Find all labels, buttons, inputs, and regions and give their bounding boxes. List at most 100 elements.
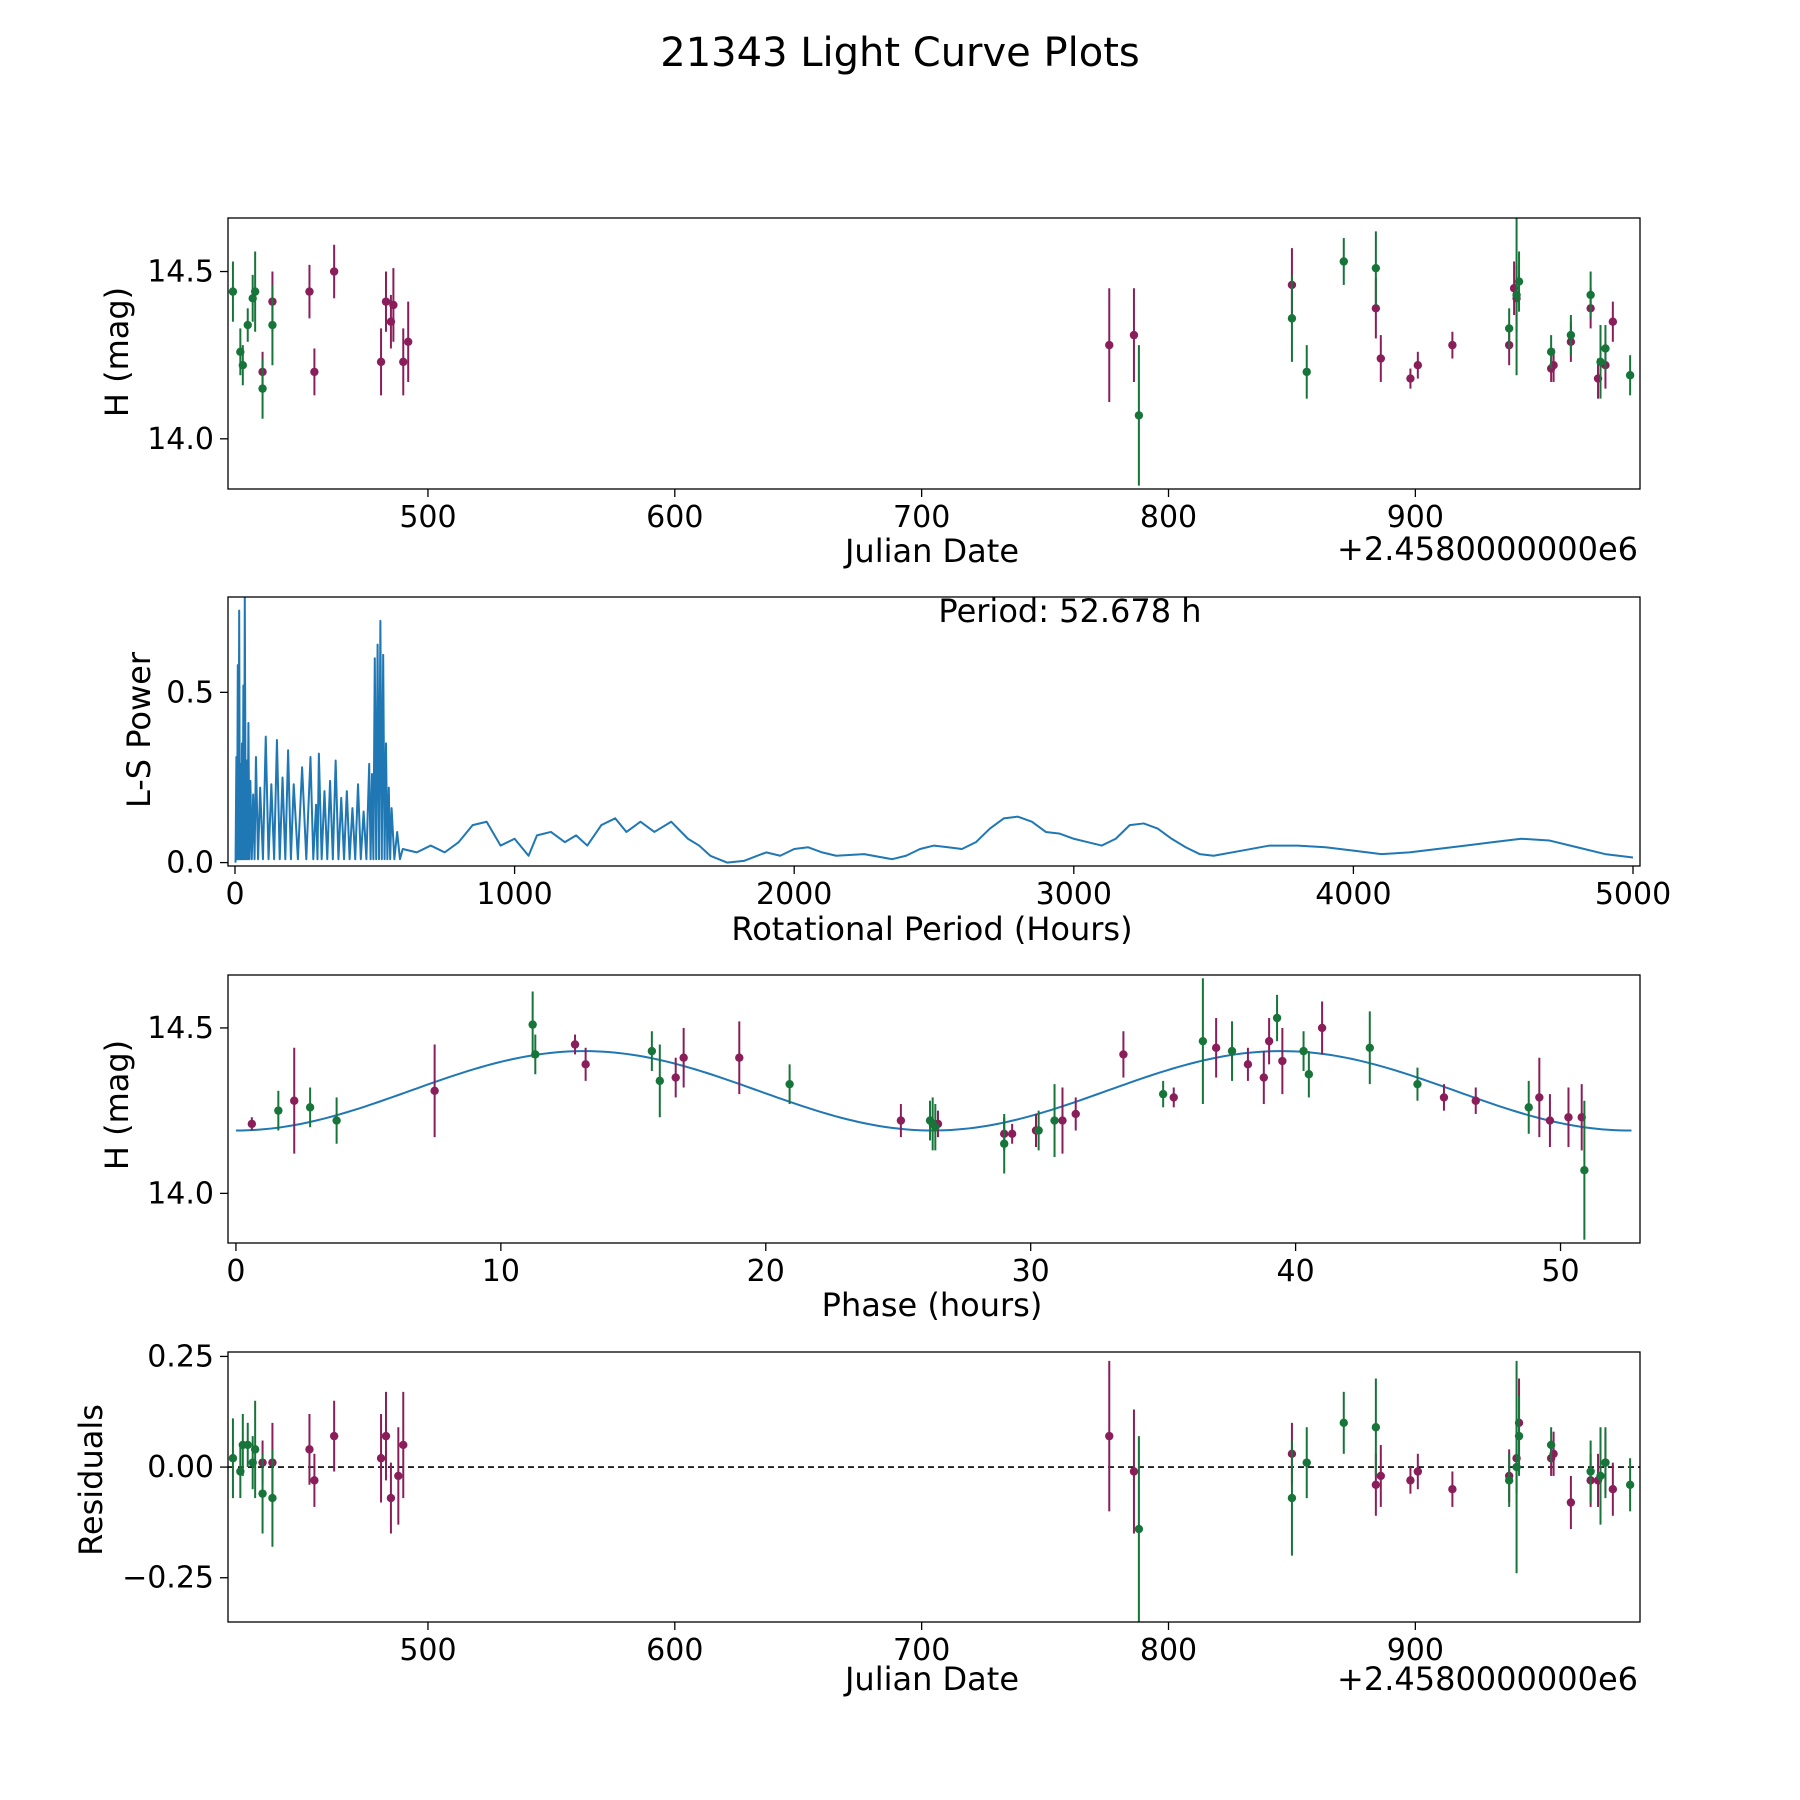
residuals-axes: 500 600 700 800 900 −0.25 0.00 0.25: [122, 1339, 1641, 1668]
data-point: [243, 320, 252, 330]
data-point: [399, 357, 408, 367]
x-tick-label: 3000: [1036, 877, 1112, 912]
data-point: [1625, 371, 1635, 380]
data-point: [735, 1053, 744, 1062]
lightcurve-ylabel: H (mag): [98, 287, 136, 417]
y-tick-label: 0.5: [166, 675, 214, 710]
y-tick-label: 0.0: [166, 846, 214, 881]
data-point: [1545, 1116, 1555, 1125]
data-point: [1134, 1524, 1144, 1534]
data-point: [386, 1493, 396, 1503]
x-tick-label: 700: [893, 1633, 950, 1668]
data-point: [399, 1440, 408, 1450]
data-point: [1287, 314, 1297, 323]
data-point: [329, 1431, 339, 1441]
data-point: [1596, 357, 1605, 367]
figure-title: 21343 Light Curve Plots: [660, 30, 1139, 76]
data-point: [1586, 1467, 1595, 1476]
data-point: [1535, 1093, 1544, 1102]
data-point: [381, 1431, 391, 1441]
periodogram-line: [234, 597, 1634, 864]
residuals-xlabel: Julian Date: [843, 1660, 1019, 1698]
data-point: [679, 1053, 688, 1062]
residuals-ylabel: Residuals: [72, 1404, 110, 1556]
x-tick-label: 600: [646, 1633, 703, 1668]
data-point: [1259, 1073, 1269, 1082]
data-point: [250, 287, 260, 296]
x-tick-label: 800: [1140, 500, 1197, 535]
x-tick-label: 700: [893, 500, 950, 535]
data-point: [1105, 1431, 1114, 1441]
data-point: [1198, 1036, 1208, 1046]
data-point: [785, 1079, 794, 1089]
data-point: [404, 337, 413, 346]
data-point: [1302, 1458, 1311, 1467]
data-point: [376, 357, 386, 367]
y-tick-label: −0.25: [122, 1561, 214, 1596]
periodogram-axes: 0 1000 2000 3000 4000 5000 0.0 0.5: [166, 596, 1671, 912]
residuals-marks: [228, 1360, 1640, 1622]
data-point: [1564, 1113, 1573, 1122]
series-series_b: [274, 978, 1589, 1240]
data-point: [1608, 317, 1618, 326]
data-point: [1580, 1166, 1589, 1175]
data-point: [305, 1103, 315, 1112]
data-point: [1371, 263, 1381, 273]
data-point: [647, 1046, 657, 1056]
data-point: [394, 1471, 403, 1481]
data-point: [528, 1020, 537, 1029]
x-tick-label: 900: [1387, 1633, 1444, 1668]
data-point: [570, 1040, 580, 1049]
data-point: [228, 287, 238, 296]
phase-ylabel: H (mag): [98, 1040, 136, 1170]
x-tick-label: 0: [226, 1254, 245, 1289]
data-point: [1546, 347, 1556, 357]
data-point: [1339, 257, 1348, 266]
data-point: [1158, 1089, 1168, 1099]
data-point: [268, 1493, 277, 1503]
x-tick-label: 50: [1541, 1254, 1579, 1289]
data-point: [1129, 1467, 1139, 1476]
data-point: [1413, 1467, 1423, 1476]
data-point: [305, 287, 314, 296]
data-point: [581, 1060, 590, 1069]
data-point: [1448, 1485, 1457, 1494]
data-point: [1406, 1476, 1415, 1485]
periodogram-ylabel: L-S Power: [120, 651, 158, 808]
panel-lightcurve: 500 600 700 800 900 14.0 14.5 Julian Date +2.4…: [98, 217, 1641, 570]
x-tick-label: 30: [1012, 1254, 1050, 1289]
data-point: [1371, 304, 1381, 313]
data-point: [531, 1050, 540, 1059]
data-point: [1601, 1458, 1610, 1467]
data-point: [1105, 340, 1114, 350]
data-point: [376, 1454, 386, 1463]
data-point: [258, 1489, 267, 1498]
data-point: [1413, 1079, 1422, 1089]
data-point: [381, 297, 391, 306]
data-point: [1034, 1126, 1043, 1135]
series-series_b: [228, 1360, 1635, 1622]
data-point: [430, 1086, 439, 1096]
data-point: [1376, 1471, 1386, 1481]
data-point: [1278, 1056, 1287, 1066]
data-point: [671, 1073, 680, 1082]
data-point: [1625, 1480, 1635, 1489]
periodogram-annotation: Period: 52.678 h: [938, 592, 1201, 630]
data-point: [1524, 1103, 1533, 1112]
x-tick-label: 2000: [756, 877, 832, 912]
series-series_a: [258, 1360, 1618, 1534]
data-point: [290, 1096, 299, 1105]
x-tick-label: 900: [1387, 500, 1444, 535]
data-point: [389, 300, 398, 310]
x-tick-label: 800: [1140, 1633, 1197, 1668]
phase-xlabel: Phase (hours): [822, 1286, 1043, 1324]
data-point: [1302, 367, 1311, 377]
periodogram-xlabel: Rotational Period (Hours): [731, 910, 1132, 948]
lightcurve-marks: [228, 218, 1635, 486]
data-point: [1439, 1093, 1449, 1102]
data-point: [1371, 1423, 1381, 1432]
x-tick-label: 0: [225, 877, 244, 912]
data-point: [1007, 1129, 1017, 1139]
data-point: [1448, 340, 1457, 350]
axes-frame: [227, 596, 1641, 867]
